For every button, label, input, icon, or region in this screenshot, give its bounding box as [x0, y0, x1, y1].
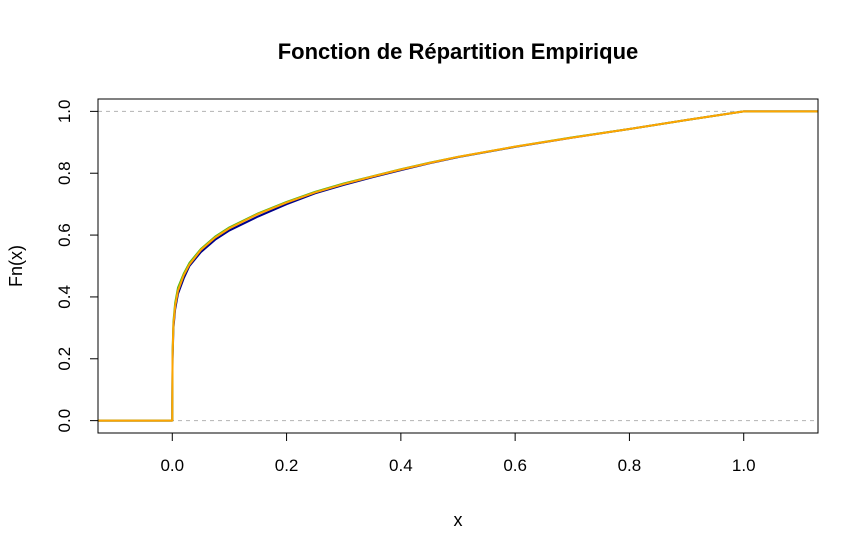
x-tick-label: 0.0 [160, 456, 184, 475]
x-tick-label: 0.8 [618, 456, 642, 475]
x-tick-label: 0.4 [389, 456, 413, 475]
chart-title: Fonction de Répartition Empirique [278, 39, 639, 64]
x-tick-label: 0.2 [275, 456, 299, 475]
x-axis: 0.0 0.2 0.4 0.6 0.8 1.0 [160, 432, 756, 475]
y-tick-label: 0.8 [55, 161, 74, 185]
y-tick-label: 0.4 [55, 285, 74, 309]
y-axis-label: Fn(x) [6, 245, 26, 287]
series-layer [98, 110, 818, 422]
y-tick-label: 0.0 [55, 409, 74, 433]
y-axis: 0.0 0.2 0.4 0.6 0.8 1.0 [55, 100, 99, 433]
reference-lines [98, 110, 818, 422]
x-tick-label: 1.0 [732, 456, 756, 475]
y-tick-label: 1.0 [55, 100, 74, 124]
plot-frame [97, 98, 819, 434]
series-line-3 [98, 110, 818, 422]
x-tick-label: 0.6 [503, 456, 527, 475]
y-tick-label: 0.2 [55, 347, 74, 371]
y-tick-label: 0.6 [55, 223, 74, 247]
x-axis-label: x [454, 510, 463, 530]
